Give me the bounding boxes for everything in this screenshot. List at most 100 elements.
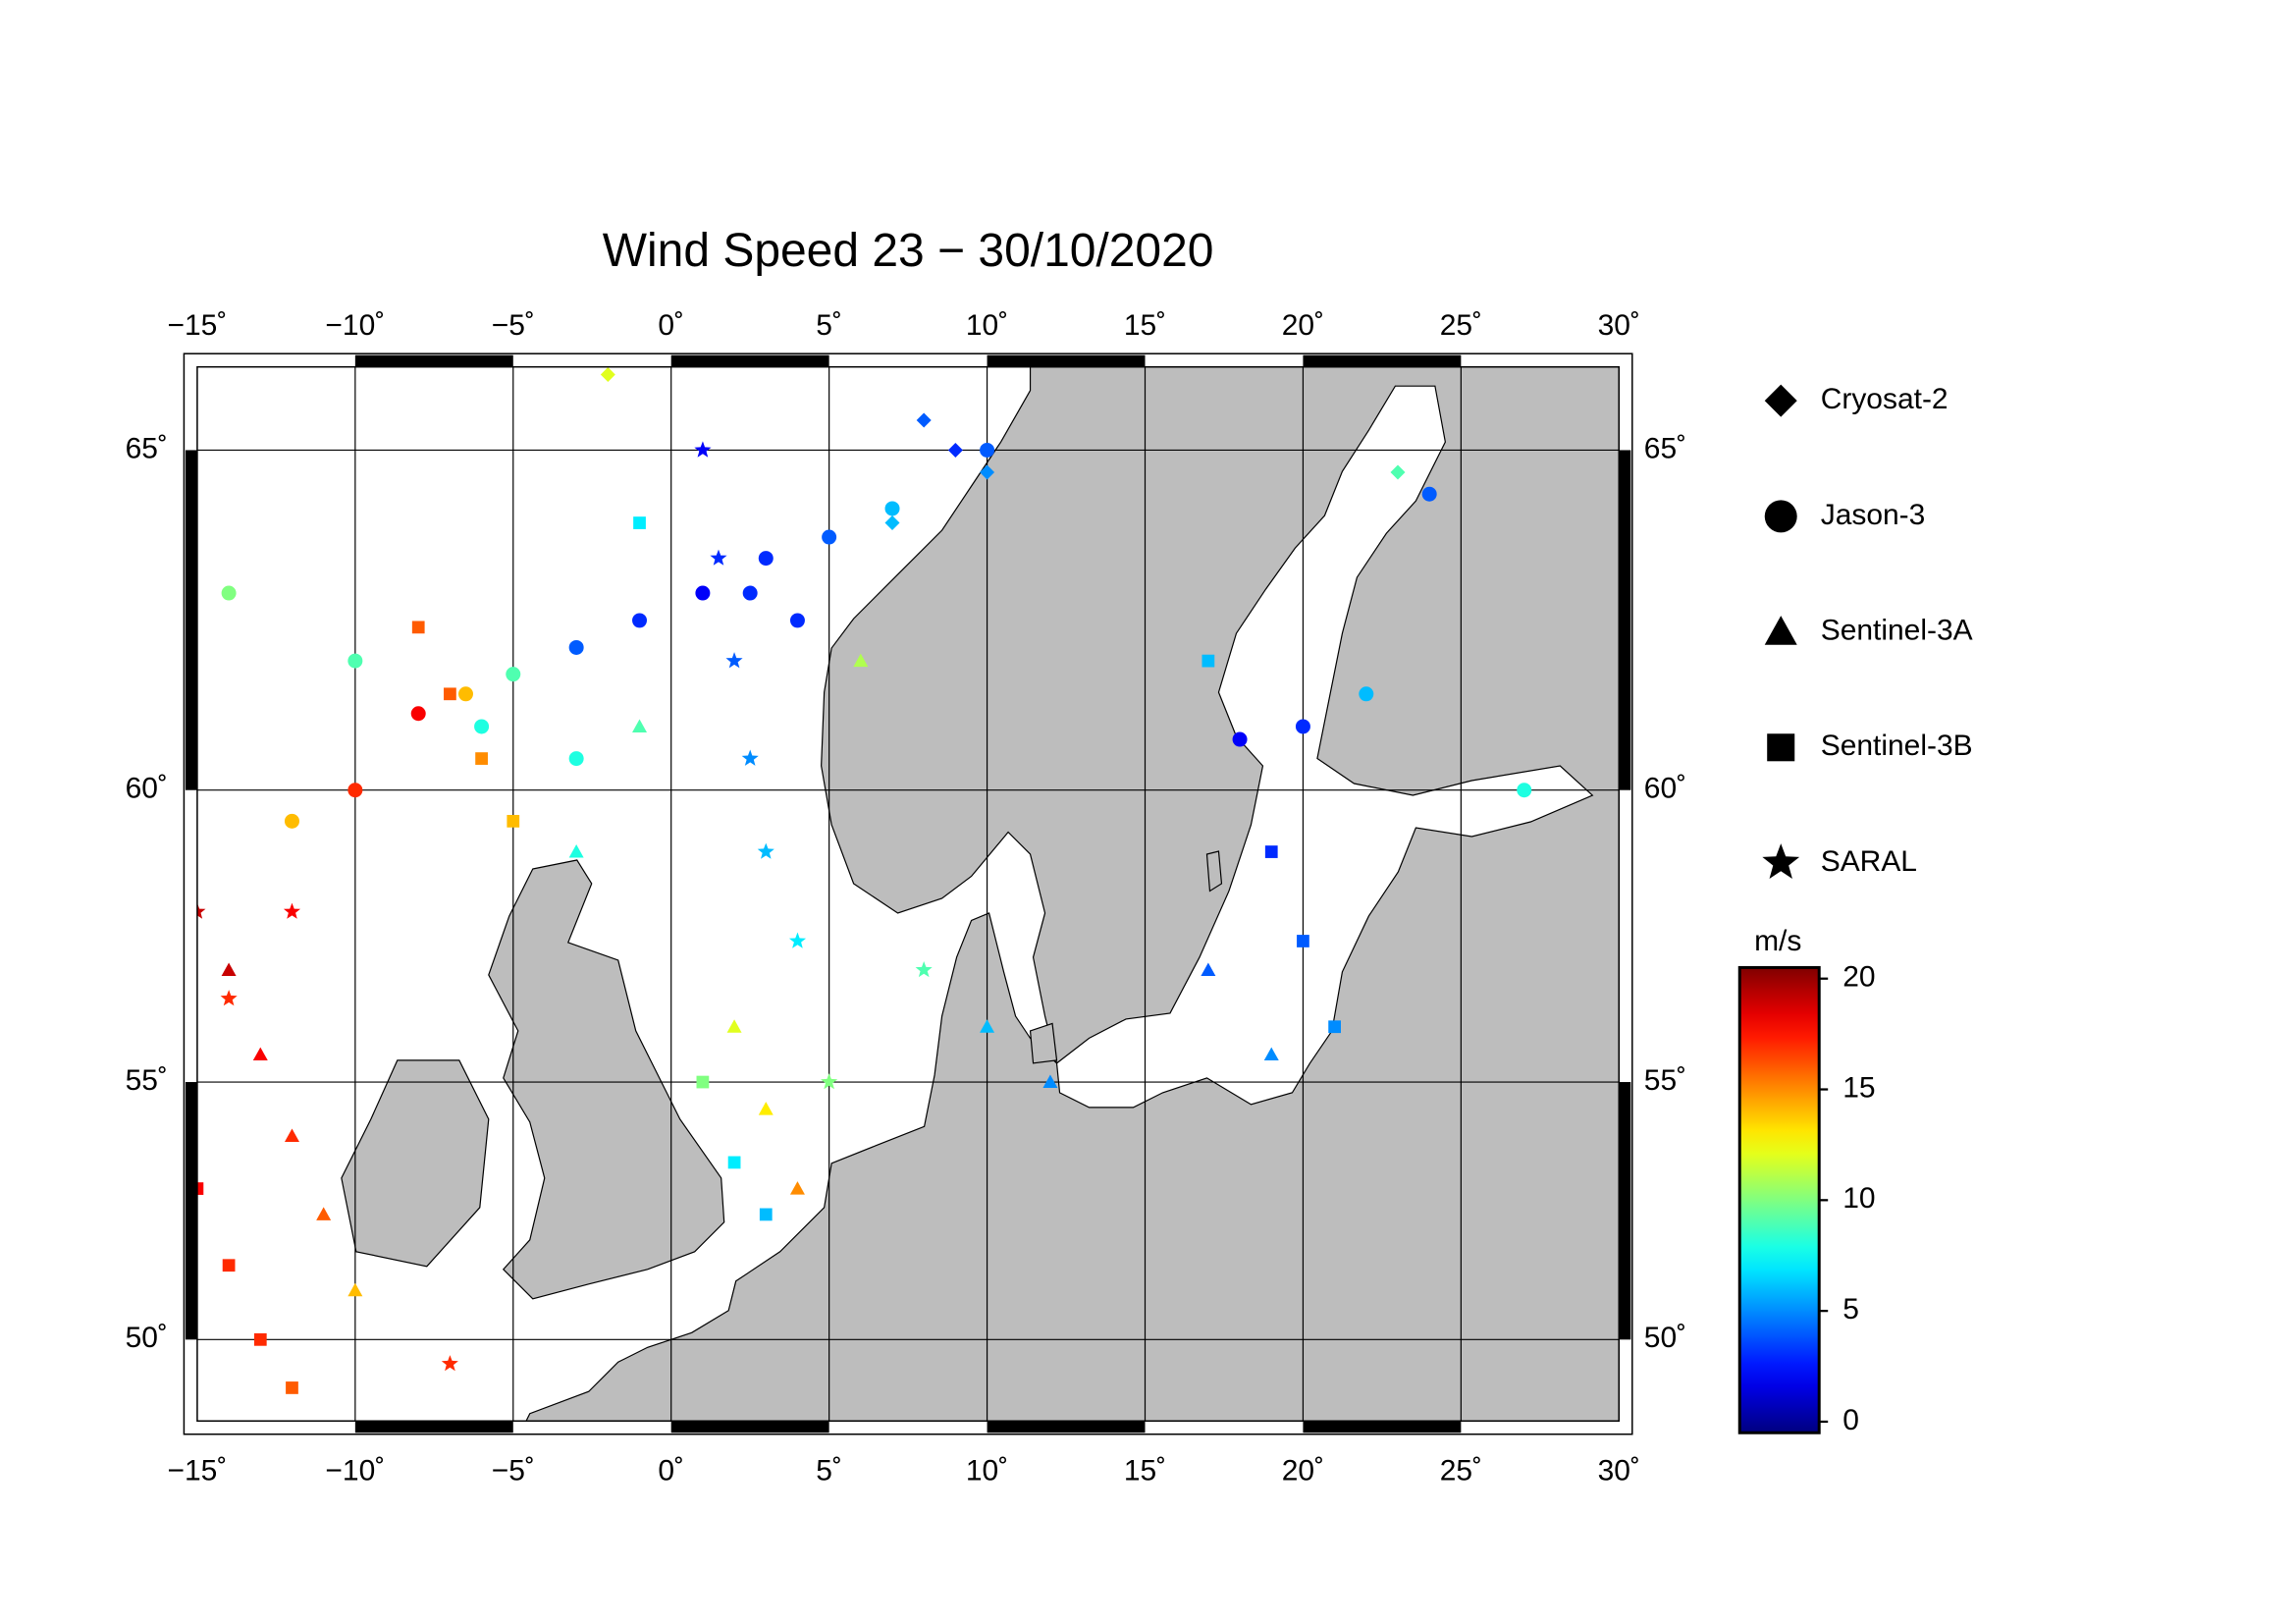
map bbox=[196, 366, 1620, 1422]
wind-point bbox=[1201, 962, 1216, 976]
y-tick-label: 55˚ bbox=[1644, 1064, 1686, 1097]
wind-point bbox=[221, 585, 237, 601]
wind-point bbox=[632, 613, 648, 628]
wind-point bbox=[253, 1332, 267, 1346]
wind-point bbox=[506, 667, 521, 682]
frame-segment bbox=[1619, 1082, 1631, 1340]
legend: Cryosat-2 Jason-3 Sentinel-3A Sentinel-3B SA… bbox=[1762, 383, 1973, 880]
wind-point bbox=[196, 1182, 204, 1195]
wind-point bbox=[441, 1355, 458, 1372]
x-tick-label: 5˚ bbox=[816, 1455, 842, 1488]
x-tick-label: −15˚ bbox=[168, 309, 228, 342]
frame-segment bbox=[1303, 354, 1462, 367]
legend-label: Sentinel-3A bbox=[1821, 615, 1973, 647]
wind-point bbox=[915, 960, 933, 978]
legend-label: Cryosat-2 bbox=[1821, 383, 1949, 415]
y-tick-label: 60˚ bbox=[1644, 773, 1686, 805]
wind-point bbox=[1328, 1020, 1341, 1034]
frame-segment bbox=[670, 354, 829, 367]
wind-point bbox=[742, 585, 758, 601]
wind-point bbox=[1359, 686, 1374, 702]
wind-point bbox=[507, 814, 520, 828]
frame-segment bbox=[185, 1082, 197, 1340]
legend-label: SARAL bbox=[1821, 845, 1917, 878]
wind-point bbox=[726, 1019, 742, 1033]
wind-point bbox=[286, 1381, 298, 1394]
wind-point bbox=[347, 1282, 363, 1297]
wind-point bbox=[347, 653, 363, 669]
wind-point bbox=[568, 751, 584, 767]
wind-point bbox=[252, 1047, 268, 1061]
y-tick-label: 60˚ bbox=[126, 773, 168, 805]
wind-point bbox=[980, 1019, 995, 1033]
colorbar-tick-label: 5 bbox=[1842, 1293, 1859, 1325]
x-tick-label: 0˚ bbox=[658, 309, 684, 342]
wind-point bbox=[695, 585, 711, 601]
wind-point bbox=[789, 1181, 805, 1195]
x-tick-label: 5˚ bbox=[816, 309, 842, 342]
wind-point bbox=[283, 902, 301, 919]
x-tick-label: 15˚ bbox=[1124, 1455, 1166, 1488]
wind-point bbox=[1263, 1047, 1279, 1061]
x-tick-label: 20˚ bbox=[1282, 1455, 1324, 1488]
frame-segment bbox=[185, 450, 197, 790]
wind-point bbox=[758, 1102, 774, 1115]
x-tick-label: 15˚ bbox=[1124, 309, 1166, 342]
y-tick-label: 55˚ bbox=[126, 1064, 168, 1097]
wind-point bbox=[220, 990, 238, 1006]
wind-point bbox=[696, 1075, 710, 1089]
wind-point bbox=[710, 549, 727, 566]
wind-point bbox=[474, 719, 490, 734]
wind-point bbox=[1421, 486, 1437, 502]
ireland bbox=[341, 1059, 490, 1268]
legend-label: Sentinel-3B bbox=[1821, 730, 1973, 762]
wind-point bbox=[1297, 935, 1309, 947]
wind-point bbox=[284, 813, 299, 829]
x-tick-label: 30˚ bbox=[1598, 309, 1640, 342]
frame-segment bbox=[354, 354, 513, 367]
x-tick-label: −15˚ bbox=[168, 1455, 228, 1488]
x-tick-label: 10˚ bbox=[966, 309, 1008, 342]
wind-point bbox=[1232, 731, 1248, 747]
wind-point bbox=[444, 687, 456, 701]
wind-point bbox=[196, 902, 206, 919]
wind-point bbox=[600, 367, 615, 383]
baltic-sea bbox=[1055, 385, 1594, 1109]
wind-point bbox=[821, 1073, 838, 1090]
x-tick-label: 25˚ bbox=[1440, 1455, 1482, 1488]
legend-symbol bbox=[1764, 616, 1797, 645]
wind-point bbox=[947, 442, 963, 458]
wind-point bbox=[568, 639, 584, 655]
legend-symbol bbox=[1764, 384, 1797, 417]
wind-point bbox=[725, 652, 743, 669]
wind-point bbox=[1042, 1074, 1058, 1089]
gotland bbox=[1205, 850, 1223, 893]
colorbar-tick-label: 0 bbox=[1842, 1404, 1859, 1436]
y-tick-label: 65˚ bbox=[126, 432, 168, 464]
wind-point bbox=[221, 962, 237, 976]
wind-point bbox=[980, 442, 995, 458]
colorbar-tick-label: 20 bbox=[1842, 961, 1875, 994]
wind-point bbox=[853, 653, 869, 668]
x-tick-label: 20˚ bbox=[1282, 309, 1324, 342]
map-frame bbox=[183, 352, 1633, 1435]
frame-segment bbox=[670, 1421, 829, 1434]
wind-point bbox=[347, 783, 363, 798]
wind-point bbox=[727, 1156, 741, 1169]
x-tick-label: −5˚ bbox=[492, 309, 535, 342]
wind-point bbox=[1517, 783, 1532, 798]
data-points bbox=[196, 367, 1532, 1394]
frame-segment bbox=[1619, 450, 1631, 790]
wind-point bbox=[884, 501, 900, 516]
wind-point bbox=[411, 621, 425, 634]
legend-label: Jason-3 bbox=[1821, 499, 1926, 531]
wind-point bbox=[980, 464, 995, 480]
x-tick-label: −5˚ bbox=[492, 1455, 535, 1488]
wind-point bbox=[788, 932, 807, 948]
y-tick-label: 50˚ bbox=[1644, 1322, 1686, 1354]
wind-point bbox=[822, 529, 837, 545]
wind-point bbox=[759, 1208, 773, 1221]
wind-point bbox=[1295, 719, 1310, 734]
